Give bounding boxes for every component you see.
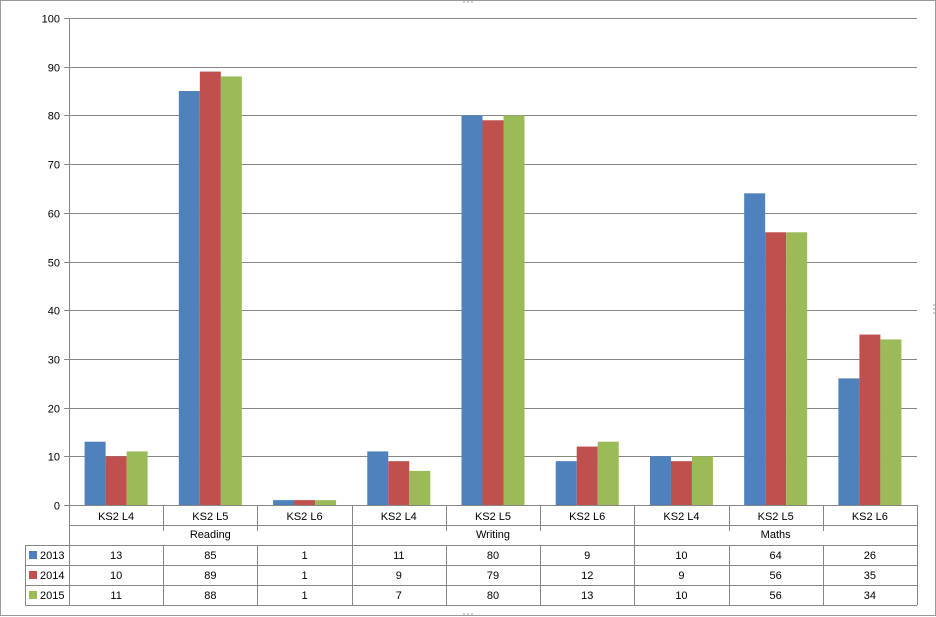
resize-handle[interactable] bbox=[933, 312, 935, 314]
group-label: Reading bbox=[190, 529, 231, 541]
bar-2015-1 bbox=[220, 76, 242, 505]
bar-2014-4 bbox=[482, 120, 504, 506]
y-tick-label: 50 bbox=[48, 258, 60, 270]
category-label: KS2 L6 bbox=[287, 511, 323, 523]
group-label: Maths bbox=[761, 529, 791, 541]
bar-2013-4 bbox=[461, 115, 483, 506]
bar-2015-8 bbox=[880, 339, 902, 505]
bar-2013-6 bbox=[649, 456, 671, 505]
bar-2014-3 bbox=[388, 461, 410, 505]
data-label: 88 bbox=[204, 590, 216, 602]
category-label: KS2 L4 bbox=[98, 511, 134, 523]
group-label: Writing bbox=[476, 529, 510, 541]
category-label: KS2 L6 bbox=[569, 511, 605, 523]
bar-2014-1 bbox=[199, 71, 221, 505]
y-axis: 0 10 20 30 40 50 60 70 80 90 100 bbox=[42, 14, 70, 513]
bar-2013-0 bbox=[84, 441, 106, 505]
resize-handle[interactable] bbox=[933, 308, 935, 310]
resize-handle[interactable] bbox=[467, 613, 469, 615]
resize-handle[interactable] bbox=[471, 613, 473, 615]
category-label: KS2 L5 bbox=[758, 511, 794, 523]
data-label: 13 bbox=[110, 550, 122, 562]
legend-key-2015 bbox=[29, 591, 37, 599]
data-label: 11 bbox=[393, 550, 404, 562]
resize-handle[interactable] bbox=[463, 613, 465, 615]
resize-handle[interactable] bbox=[471, 1, 473, 3]
data-label: 12 bbox=[581, 570, 593, 582]
data-label: 9 bbox=[396, 570, 402, 582]
bars bbox=[84, 71, 902, 506]
bar-2013-2 bbox=[273, 500, 295, 505]
y-tick-label: 90 bbox=[48, 63, 60, 75]
bar-2015-4 bbox=[503, 115, 525, 506]
category-label: KS2 L4 bbox=[663, 511, 699, 523]
bar-2014-5 bbox=[576, 446, 598, 505]
bar-2014-6 bbox=[670, 461, 692, 505]
data-label: 9 bbox=[678, 570, 684, 582]
data-label: 9 bbox=[584, 550, 590, 562]
data-label: 35 bbox=[864, 570, 876, 582]
bar-2015-3 bbox=[409, 470, 431, 505]
y-tick-label: 0 bbox=[54, 501, 60, 513]
bar-2015-6 bbox=[691, 456, 713, 505]
bar-2015-5 bbox=[597, 441, 619, 505]
legend-label: 2014 bbox=[40, 570, 64, 582]
data-label: 1 bbox=[301, 590, 307, 602]
y-tick-label: 40 bbox=[48, 306, 60, 318]
bar-2015-7 bbox=[786, 232, 808, 505]
bar-2014-0 bbox=[105, 456, 127, 505]
data-label: 1 bbox=[301, 550, 307, 562]
bar-2014-7 bbox=[765, 232, 787, 505]
bar-2014-2 bbox=[294, 500, 316, 505]
y-tick-label: 80 bbox=[48, 111, 60, 123]
data-label: 89 bbox=[204, 570, 216, 582]
data-label: 79 bbox=[487, 570, 499, 582]
y-tick-label: 30 bbox=[48, 355, 60, 367]
data-table: KS2 L4 KS2 L5 KS2 L6 KS2 L4 KS2 L5 KS2 L6 KS2 … bbox=[25, 505, 918, 606]
bar-2014-8 bbox=[859, 334, 881, 505]
y-tick-label: 20 bbox=[48, 404, 60, 416]
data-label: 56 bbox=[770, 590, 782, 602]
data-label: 64 bbox=[770, 550, 782, 562]
resize-handle[interactable] bbox=[463, 1, 465, 3]
category-label: KS2 L4 bbox=[381, 511, 417, 523]
y-tick-label: 60 bbox=[48, 209, 60, 221]
y-tick-label: 10 bbox=[48, 452, 60, 464]
y-tick-label: 100 bbox=[42, 14, 60, 26]
data-label: 10 bbox=[675, 550, 687, 562]
resize-handle[interactable] bbox=[933, 304, 935, 306]
data-label: 34 bbox=[864, 590, 876, 602]
resize-handles[interactable] bbox=[463, 1, 935, 615]
legend-key-2014 bbox=[29, 571, 37, 579]
bar-2013-8 bbox=[838, 378, 860, 505]
bar-2013-7 bbox=[744, 193, 766, 505]
bar-2015-2 bbox=[315, 500, 337, 505]
data-label: 85 bbox=[204, 550, 216, 562]
data-label: 10 bbox=[675, 590, 687, 602]
resize-handle[interactable] bbox=[467, 1, 469, 3]
bar-2015-0 bbox=[126, 451, 148, 505]
category-label: KS2 L6 bbox=[852, 511, 888, 523]
category-label: KS2 L5 bbox=[475, 511, 511, 523]
legend-label: 2015 bbox=[40, 590, 64, 602]
bar-2013-3 bbox=[367, 451, 389, 505]
category-label: KS2 L5 bbox=[192, 511, 228, 523]
bar-2013-1 bbox=[178, 91, 200, 506]
data-label: 26 bbox=[864, 550, 876, 562]
data-label: 80 bbox=[487, 550, 499, 562]
data-label: 7 bbox=[396, 590, 402, 602]
data-label: 1 bbox=[301, 570, 307, 582]
data-label: 13 bbox=[581, 590, 593, 602]
data-label: 80 bbox=[487, 590, 499, 602]
y-tick-label: 70 bbox=[48, 160, 60, 172]
bar-2013-5 bbox=[555, 461, 577, 505]
data-label: 56 bbox=[770, 570, 782, 582]
data-label: 11 bbox=[110, 590, 121, 602]
legend-label: 2013 bbox=[40, 550, 64, 562]
legend-key-2013 bbox=[29, 551, 37, 559]
data-label: 10 bbox=[110, 570, 122, 582]
